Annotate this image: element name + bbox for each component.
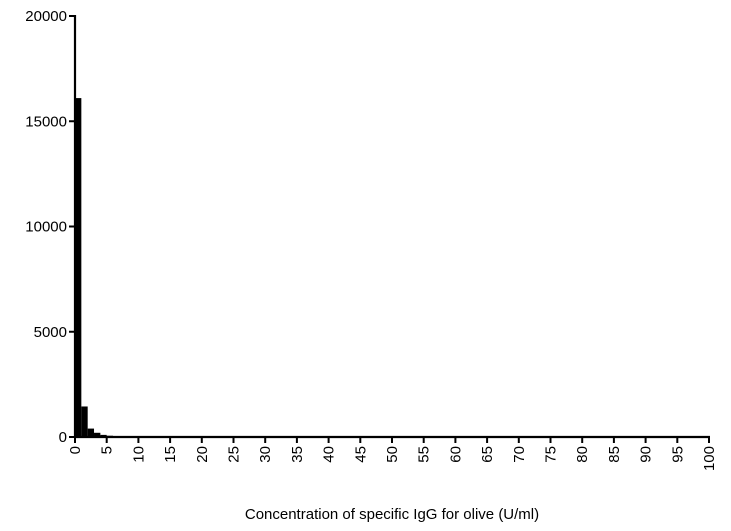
- x-tick-label-65: 65: [479, 446, 496, 463]
- y-tick-label-10000: 10000: [25, 219, 67, 236]
- x-tick-label-40: 40: [321, 446, 338, 463]
- y-tick-label-20000: 20000: [25, 8, 67, 25]
- histogram-bar-1: [81, 406, 88, 437]
- x-tick-label-0: 0: [67, 446, 84, 454]
- x-tick-label-70: 70: [511, 446, 528, 463]
- x-tick-label-35: 35: [289, 446, 306, 463]
- x-tick-label-85: 85: [606, 446, 623, 463]
- x-tick-label-45: 45: [352, 446, 369, 463]
- axes-group: [73, 15, 710, 439]
- x-tick-label-5: 5: [99, 446, 116, 454]
- x-tick-label-60: 60: [447, 446, 464, 463]
- x-tick-label-90: 90: [638, 446, 655, 463]
- x-tick-label-75: 75: [543, 446, 560, 463]
- x-tick-label-80: 80: [574, 446, 591, 463]
- y-tick-label-0: 0: [59, 429, 67, 446]
- y-tick-label-5000: 5000: [34, 324, 67, 341]
- histogram-bar-2: [87, 428, 95, 437]
- x-tick-label-25: 25: [226, 446, 243, 463]
- x-tick-label-100: 100: [701, 446, 718, 471]
- y-tick-label-15000: 15000: [25, 113, 67, 130]
- x-tick-label-55: 55: [416, 446, 433, 463]
- x-tick-label-15: 15: [162, 446, 179, 463]
- x-tick-label-30: 30: [257, 446, 274, 463]
- x-axis-title: Concentration of specific IgG for olive …: [245, 506, 539, 523]
- x-tick-label-50: 50: [384, 446, 401, 463]
- x-tick-label-20: 20: [194, 446, 211, 463]
- x-tick-label-95: 95: [669, 446, 686, 463]
- x-tick-label-10: 10: [130, 446, 147, 463]
- ticks-group: 0 5000 10000 15000 20000 0 5 10 15 20 25 30 35 40 45 50…: [25, 8, 718, 471]
- bars-group: [75, 98, 139, 437]
- histogram-bar-3: [94, 432, 101, 437]
- histogram-bar-0: [75, 98, 82, 437]
